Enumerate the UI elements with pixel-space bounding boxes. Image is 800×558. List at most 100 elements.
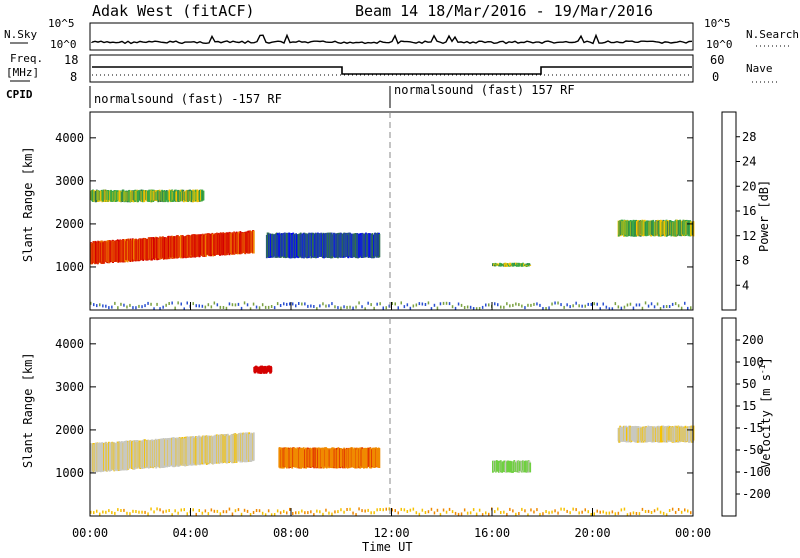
noise-mark — [457, 302, 460, 306]
noise-mark — [373, 511, 375, 515]
noise-mark — [391, 508, 393, 512]
noise-mark — [279, 511, 282, 515]
noise-mark — [563, 305, 565, 309]
noise-mark — [614, 302, 617, 306]
noise-mark — [608, 511, 611, 515]
noise-mark — [216, 509, 219, 513]
noise-mark — [418, 302, 421, 306]
noise-mark — [515, 512, 517, 516]
cpid-panel: CPID normalsound (fast) -157 RF normalso… — [6, 83, 575, 108]
noise-mark — [620, 306, 623, 310]
noise-mark — [286, 511, 288, 515]
noise-mark — [488, 512, 490, 516]
noise-mark — [340, 508, 342, 512]
noise-mark — [641, 306, 644, 310]
noise-mark — [403, 508, 406, 512]
colorbar-frame — [721, 317, 737, 517]
noise-mark — [153, 510, 155, 514]
noise-mark — [216, 303, 219, 307]
noise-mark — [536, 508, 538, 512]
noise-mark — [518, 512, 520, 515]
noise-mark — [207, 512, 210, 516]
noise-mark — [442, 508, 445, 512]
colorbar-tick-label: 15 — [742, 399, 756, 413]
noise-mark — [623, 507, 626, 511]
noise-mark — [659, 510, 662, 514]
noise-mark — [210, 305, 213, 309]
noise-mark — [270, 305, 273, 308]
noise-mark — [120, 509, 122, 512]
noise-mark — [246, 303, 249, 307]
noise-mark — [183, 307, 185, 311]
noise-mark — [427, 301, 430, 305]
noise-mark — [566, 509, 568, 513]
noise-mark — [313, 513, 315, 517]
noise-mark — [144, 510, 146, 514]
noise-mark — [367, 301, 369, 305]
noise-mark — [397, 306, 399, 310]
x-axis-label: Time UT — [362, 540, 413, 554]
noise-mark — [337, 306, 339, 310]
noise-mark — [509, 507, 511, 511]
noise-mark — [690, 511, 692, 515]
noise-mark — [430, 507, 433, 511]
noise-mark — [310, 510, 312, 514]
power-colorbar: 4 8 12 16 20 24 28 — [721, 111, 756, 311]
noise-mark — [412, 304, 415, 308]
noise-mark — [394, 509, 396, 513]
data-mark — [202, 190, 205, 201]
noise-mark — [177, 301, 179, 305]
nsearch-tick-bottom: 10^0 — [706, 38, 733, 51]
colorbar-tick-label: -200 — [742, 487, 771, 501]
noise-mark — [264, 305, 267, 309]
noise-mark — [292, 512, 294, 515]
noise-mark — [463, 508, 466, 512]
noise-mark — [593, 512, 595, 516]
noise-mark — [439, 512, 442, 516]
noise-mark — [138, 304, 140, 308]
noise-mark — [364, 509, 366, 513]
noise-mark — [436, 508, 439, 512]
noise-mark — [150, 507, 152, 511]
cpid-label: CPID — [6, 88, 33, 101]
noise-mark — [497, 507, 499, 511]
noise-mark — [478, 307, 481, 310]
noise-mark — [662, 511, 665, 515]
noise-mark — [270, 513, 273, 517]
noise-mark — [448, 507, 451, 511]
velocity-ylabel: Slant Range [km] — [21, 352, 35, 468]
noise-mark — [503, 305, 505, 309]
power-data-marks — [90, 189, 695, 311]
noise-mark — [671, 507, 674, 511]
noise-mark — [126, 305, 128, 309]
noise-mark — [267, 305, 270, 309]
x-tick-label: 00:00 — [675, 526, 711, 540]
cpid-right-text: normalsound (fast) 157 RF — [394, 83, 575, 97]
noise-mark — [599, 510, 601, 514]
noise-mark — [198, 509, 200, 512]
noise-mark — [665, 305, 668, 308]
noise-mark — [273, 513, 276, 516]
noise-mark — [668, 509, 671, 512]
noise-mark — [463, 306, 466, 309]
noise-mark — [364, 307, 366, 311]
noise-mark — [406, 510, 409, 513]
noise-mark — [485, 303, 487, 307]
noise-mark — [376, 508, 378, 512]
noise-mark — [195, 304, 197, 308]
noise-mark — [644, 510, 647, 513]
noise-mark — [445, 301, 448, 305]
noise-mark — [90, 510, 92, 514]
noise-mark — [557, 511, 559, 515]
noise-mark — [614, 512, 617, 516]
colorbar-tick-label: 4 — [742, 278, 749, 292]
noise-mark — [442, 301, 445, 305]
noise-mark — [153, 307, 155, 311]
noise-mark — [243, 301, 246, 305]
noise-mark — [397, 511, 399, 515]
noise-mark — [412, 507, 415, 511]
x-axis: 00:00 04:00 08:00 12:00 16:00 20:00 00:00 — [72, 302, 711, 540]
noise-mark — [120, 302, 122, 306]
noise-mark — [162, 305, 164, 309]
